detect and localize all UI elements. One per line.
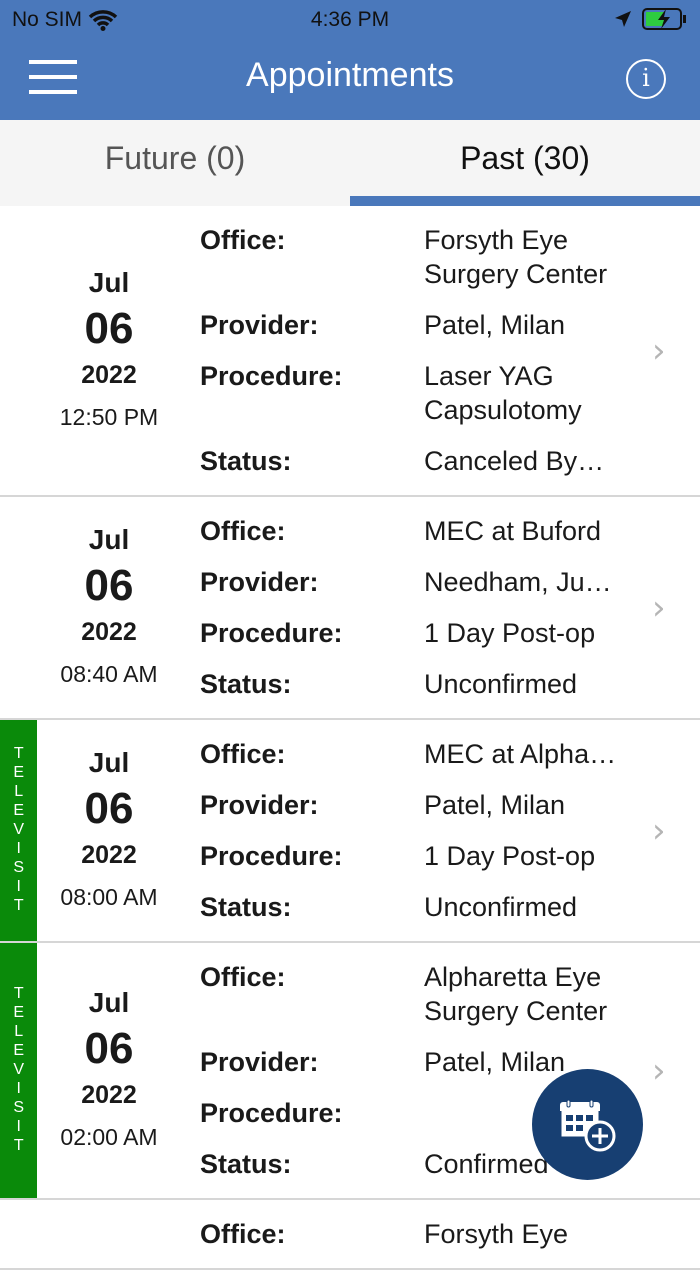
date-month: Jul [88,746,130,778]
procedure-label: Procedure: [200,1098,343,1128]
tab-past[interactable]: Past (30) [350,120,700,206]
status-value: Canceled By… [424,446,605,476]
provider-label: Provider: [200,310,319,340]
televisit-badge: TELEVISIT [0,720,37,941]
procedure-label: Procedure: [200,841,343,871]
chevron-right-icon: › [652,587,666,628]
office-label: Office: [200,1219,286,1249]
date-year: 2022 [81,1080,137,1109]
field-procedure: Procedure: 1 Day Post-op [200,839,700,873]
chevron-right-icon: › [652,330,666,371]
field-office: Office: MEC at Buford [200,514,700,548]
field-office: Office: MEC at Alpha… [200,737,700,771]
field-status: Status: Unconfirmed [200,890,700,924]
office-value: Alpharetta Eye Surgery Center [424,962,608,1026]
status-value: Confirmed [424,1149,549,1179]
field-provider: Provider: Patel, Milan [200,1045,700,1079]
office-label: Office: [200,225,286,255]
field-procedure: Procedure: Laser YAG Capsulotomy [200,359,700,427]
appointment-time: 02:00 AM [60,1123,158,1150]
status-bar: No SIM 4:36 PM [0,0,700,40]
procedure-label: Procedure: [200,618,343,648]
carrier-label: No SIM [12,8,83,31]
date-day: 06 [84,1023,134,1073]
date-day: 06 [84,560,134,610]
provider-value: Patel, Milan [424,790,566,820]
provider-label: Provider: [200,790,319,820]
date-month: Jul [88,986,130,1018]
tab-future[interactable]: Future (0) [104,140,246,176]
appointment-time: 08:40 AM [60,660,158,687]
menu-button[interactable] [29,60,77,96]
provider-value: Patel, Milan [424,310,566,340]
appointment-date: Jul 06 2022 08:40 AM [0,514,200,718]
add-appointment-button[interactable] [532,1069,643,1180]
date-day: 06 [84,303,134,353]
field-status: Status: Confirmed [200,1147,700,1181]
clock: 4:36 PM [310,8,390,31]
date-day: 06 [84,783,134,833]
field-status: Status: Unconfirmed [200,667,700,701]
status-label: Status: [200,1149,292,1179]
nav-bar: Appointments i [0,40,700,120]
field-provider: Provider: Patel, Milan [200,788,700,822]
date-month: Jul [88,523,130,555]
office-label: Office: [200,739,286,769]
office-value: MEC at Alpha… [424,739,617,769]
calendar-add-icon [559,1099,615,1151]
status-label: Status: [200,669,292,699]
wifi-icon [88,10,118,31]
appointment-time: 12:50 PM [59,403,159,430]
status-value: Unconfirmed [424,669,578,699]
appointment-date [0,1217,200,1268]
info-button[interactable]: i [626,59,666,99]
date-year: 2022 [81,617,137,646]
field-office: Office: Alpharetta Eye Surgery Center [200,960,700,1028]
office-label: Office: [200,516,286,546]
chevron-right-icon: › [652,1050,666,1091]
appointment-date: Jul 06 2022 12:50 PM [0,223,200,495]
field-procedure: Procedure: [200,1096,700,1130]
televisit-label: TELEVISIT [10,985,28,1156]
appointment-row[interactable]: Jul 06 2022 12:50 PM Office: Forsyth Eye Surg… [0,206,700,497]
battery-charging-icon [642,8,686,30]
appointment-date: Jul 06 2022 02:00 AM [0,960,200,1198]
televisit-badge: TELEVISIT [0,943,37,1198]
status-value: Unconfirmed [424,892,578,922]
field-status: Status: Canceled By… [200,444,700,478]
televisit-label: TELEVISIT [10,745,28,916]
office-value: Forsyth Eye [424,1219,569,1249]
provider-value: Patel, Milan [424,1047,566,1077]
status-label: Status: [200,892,292,922]
date-month: Jul [88,266,130,298]
procedure-value: 1 Day Post-op [424,841,596,871]
field-office: Office: Forsyth Eye Surgery Center [200,223,700,291]
date-year: 2022 [81,840,137,869]
office-label: Office: [200,962,286,992]
page-title: Appointments [246,56,454,94]
provider-label: Provider: [200,567,319,597]
procedure-value: 1 Day Post-op [424,618,596,648]
status-label: Status: [200,446,292,476]
appointment-time: 08:00 AM [60,883,158,910]
provider-label: Provider: [200,1047,319,1077]
field-office: Office: Forsyth Eye [200,1217,700,1251]
location-arrow-icon [615,11,631,27]
appointment-row[interactable]: Office: Forsyth Eye [0,1200,700,1270]
procedure-label: Procedure: [200,361,343,391]
chevron-right-icon: › [652,810,666,851]
office-value: Forsyth Eye Surgery Center [424,225,608,289]
provider-value: Needham, Ju… [424,567,612,597]
appointment-row[interactable]: TELEVISIT Jul 06 2022 08:00 AM Office: MEC at … [0,720,700,943]
field-provider: Provider: Patel, Milan [200,308,700,342]
appointment-date: Jul 06 2022 08:00 AM [0,737,200,941]
appointment-row[interactable]: TELEVISIT Jul 06 2022 02:00 AM Office: Alphare… [0,943,700,1200]
field-procedure: Procedure: 1 Day Post-op [200,616,700,650]
office-value: MEC at Buford [424,516,602,546]
date-year: 2022 [81,360,137,389]
appointment-row[interactable]: Jul 06 2022 08:40 AM Office: MEC at Buford Pro… [0,497,700,720]
procedure-value: Laser YAG Capsulotomy [424,361,582,425]
field-provider: Provider: Needham, Ju… [200,565,700,599]
tab-bar: Future (0) Past (30) [0,120,700,206]
